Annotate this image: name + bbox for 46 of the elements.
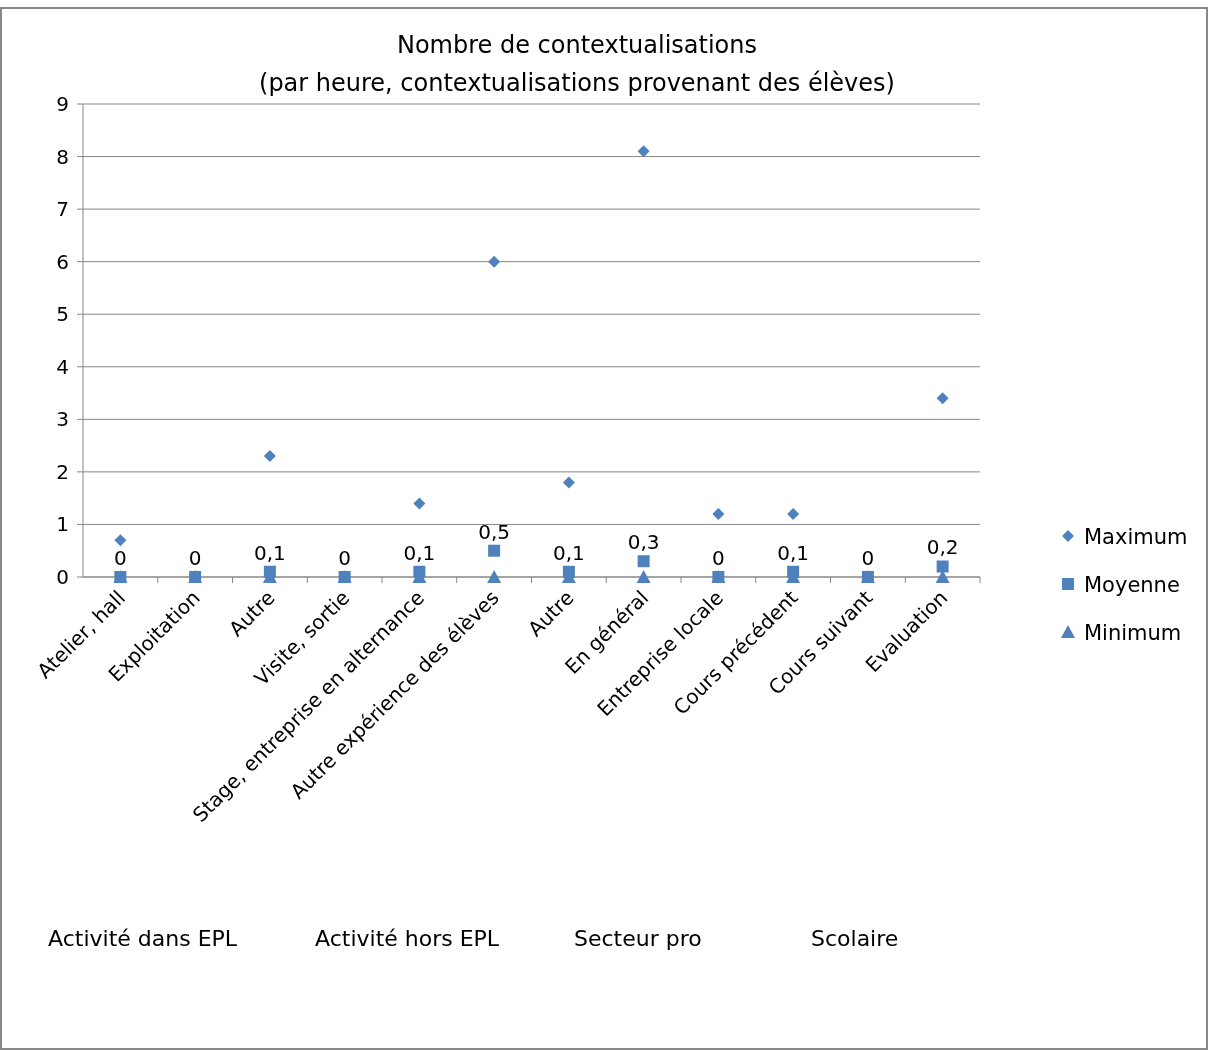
point (787, 507, 800, 520)
point (636, 570, 651, 583)
y-tick-label: 2 (56, 459, 69, 484)
y-tick-label: 1 (56, 512, 69, 537)
y-tick-label: 6 (56, 249, 69, 274)
data-label: 0,1 (253, 540, 286, 565)
legend-label: Minimum (1084, 621, 1182, 645)
point (413, 497, 426, 510)
point (263, 450, 276, 463)
data-label: 0,3 (627, 530, 660, 555)
data-label: 0,1 (777, 540, 810, 565)
point (114, 534, 127, 547)
y-tick-label: 8 (56, 144, 69, 169)
legend-label: Moyenne (1084, 573, 1180, 597)
point (936, 392, 949, 405)
data-label: 0,1 (403, 540, 436, 565)
point (637, 555, 650, 568)
point (935, 570, 950, 583)
y-tick-label: 7 (56, 197, 69, 222)
point (712, 507, 725, 520)
data-label: 0,1 (552, 540, 585, 565)
y-tick-label: 5 (56, 302, 69, 327)
point (936, 560, 949, 573)
point (488, 544, 501, 557)
text: Activité hors EPL (315, 926, 500, 951)
text: Secteur pro (574, 926, 702, 951)
point (487, 570, 502, 583)
data-label: 0 (188, 546, 202, 570)
chart-title: Nombre de contextualisations (396, 31, 758, 59)
data-label: 0,5 (478, 519, 511, 544)
data-label: 0 (861, 546, 875, 570)
legend-label: Maximum (1084, 525, 1188, 549)
data-label: 0 (712, 546, 725, 570)
point (637, 145, 650, 158)
data-label: 0,2 (926, 535, 959, 560)
y-tick-label: 0 (56, 565, 69, 589)
chart-subtitle: (par heure, contextualisations provenant des élèves) (259, 69, 895, 97)
data-label: 0 (114, 546, 127, 570)
point (562, 476, 575, 489)
y-tick-label: 4 (56, 354, 69, 379)
data-label: 0 (338, 546, 351, 570)
point (488, 255, 501, 268)
text: Scolaire (811, 926, 899, 951)
y-tick-label: 9 (56, 92, 69, 116)
y-tick-label: 3 (56, 407, 69, 432)
text: Activité dans EPL (48, 926, 238, 951)
